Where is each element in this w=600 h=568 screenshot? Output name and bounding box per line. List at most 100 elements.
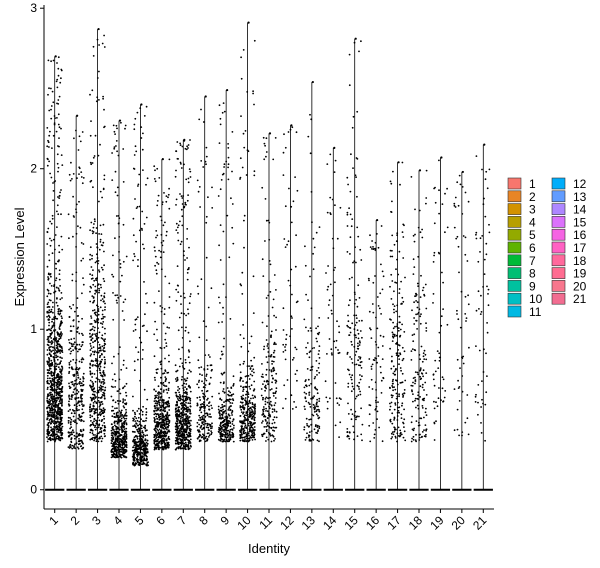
point-8: [199, 403, 202, 406]
point-9: [223, 337, 226, 340]
point-3: [89, 396, 92, 399]
point-7: [179, 144, 182, 147]
point-1: [47, 422, 50, 425]
point-3: [98, 424, 100, 427]
point-7: [188, 435, 190, 438]
point-6: [159, 417, 162, 420]
point-3: [100, 244, 103, 247]
point-7: [178, 348, 180, 351]
point-1: [58, 394, 61, 397]
point-3: [96, 96, 99, 99]
point-1: [58, 259, 60, 262]
point-1: [54, 349, 57, 351]
point-11: [266, 343, 269, 345]
point-2: [80, 242, 83, 244]
point-4: [114, 133, 116, 136]
point-9: [221, 440, 224, 443]
point-8: [199, 417, 202, 419]
point-1: [51, 438, 54, 440]
point-4: [115, 145, 117, 147]
point-11: [265, 420, 267, 422]
point-7: [189, 390, 192, 393]
point-2: [73, 434, 76, 437]
point-2: [82, 380, 85, 383]
point-4: [116, 194, 119, 197]
point-4: [117, 390, 120, 392]
point-1: [52, 349, 54, 352]
point-1: [51, 90, 54, 93]
point-4: [114, 237, 116, 240]
point-5: [132, 455, 135, 457]
point-1: [47, 415, 49, 418]
point-4: [117, 154, 120, 157]
point-2: [74, 447, 77, 450]
point-1: [56, 117, 58, 119]
point-9: [222, 411, 225, 414]
point-9: [231, 414, 234, 416]
point-7: [177, 224, 180, 227]
point-1: [46, 395, 49, 398]
point-1: [56, 210, 58, 213]
point-1: [48, 369, 51, 372]
point-1: [57, 308, 60, 311]
point-11: [261, 433, 263, 436]
point-6: [168, 444, 170, 447]
point-7: [181, 215, 184, 218]
point-6: [163, 192, 165, 194]
point-5: [133, 439, 136, 442]
point-3: [90, 328, 93, 331]
point-4: [115, 414, 118, 417]
point-10: [242, 397, 245, 400]
point-2: [81, 435, 84, 438]
point-4: [110, 432, 113, 434]
point-10: [244, 404, 247, 406]
point-5: [145, 441, 148, 444]
point-9: [219, 117, 222, 120]
point-1: [54, 279, 57, 282]
point-3: [96, 38, 99, 41]
point-1: [60, 379, 63, 382]
point-4: [114, 437, 117, 440]
point-3: [98, 436, 101, 439]
point-4: [124, 403, 127, 405]
point-3: [102, 321, 105, 323]
point-8: [205, 435, 208, 438]
point-13: [305, 436, 308, 439]
point-7: [175, 299, 178, 302]
point-5: [132, 330, 135, 332]
point-1: [46, 360, 49, 363]
point-2: [74, 362, 77, 364]
point-2: [76, 315, 79, 317]
point-2: [80, 430, 83, 433]
point-7: [180, 295, 182, 298]
point-1: [53, 337, 55, 340]
point-3: [98, 363, 101, 366]
point-3: [101, 424, 104, 427]
point-13: [315, 387, 317, 390]
point-4: [122, 400, 125, 402]
point-1: [57, 310, 60, 313]
point-6: [158, 435, 161, 438]
point-11: [275, 387, 278, 390]
point-6: [165, 432, 168, 435]
point-10: [252, 397, 255, 399]
point-3: [95, 291, 98, 293]
point-2: [73, 337, 75, 340]
point-6: [153, 413, 156, 416]
point-10: [242, 388, 245, 391]
point-1: [50, 337, 53, 339]
point-1: [46, 303, 49, 306]
point-2: [82, 334, 84, 336]
point-2: [70, 412, 73, 415]
point-10: [253, 423, 255, 425]
point-7: [186, 238, 189, 240]
point-10: [240, 408, 243, 411]
point-3: [93, 412, 96, 415]
point-1: [47, 371, 50, 374]
point-4: [116, 456, 119, 458]
point-1: [48, 346, 51, 349]
point-2: [80, 176, 83, 178]
point-10: [253, 419, 256, 422]
point-7: [188, 302, 191, 305]
point-1: [51, 378, 54, 381]
